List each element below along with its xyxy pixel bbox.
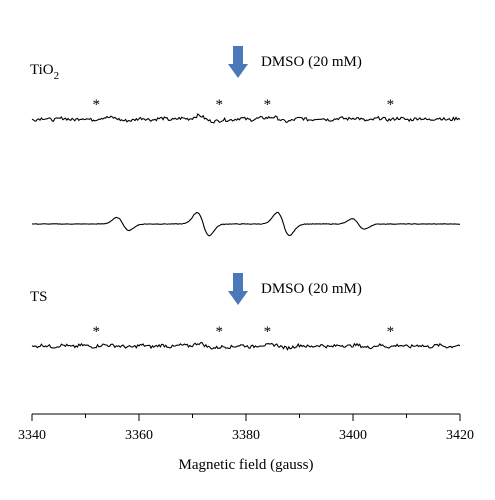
x-tick-label: 3360 xyxy=(125,428,153,443)
spectrum-trace-3 xyxy=(31,211,461,237)
treatment-label: DMSO (20 mM) xyxy=(261,54,362,70)
spectrum-trace-2 xyxy=(31,113,461,124)
peak-marker: * xyxy=(264,97,272,113)
peak-marker: * xyxy=(92,324,100,340)
arrow-shaft xyxy=(233,273,243,291)
down-arrow-icon xyxy=(228,291,248,305)
peak-marker: * xyxy=(216,324,224,340)
x-tick-label: 3400 xyxy=(339,428,367,443)
traces-group xyxy=(31,113,461,351)
treatment-label: DMSO (20 mM) xyxy=(261,281,362,297)
sample-label: TiO2 xyxy=(30,62,59,82)
x-axis-label: Magnetic field (gauss) xyxy=(179,457,314,473)
peak-marker: * xyxy=(387,324,395,340)
arrow-shaft xyxy=(233,46,243,64)
peak-marker: * xyxy=(216,97,224,113)
x-tick-label: 3420 xyxy=(446,428,474,443)
annotations-group: * * * * TiO2 DMSO (20 mM) * * * * TS DMSO (20 mM) xyxy=(30,46,394,340)
x-tick-label: 3340 xyxy=(18,428,46,443)
peak-marker: * xyxy=(264,324,272,340)
down-arrow-icon xyxy=(228,64,248,78)
x-tick-label: 3380 xyxy=(232,428,260,443)
x-axis: 3340 3360 3380 3400 3420 xyxy=(18,413,474,443)
peak-marker: * xyxy=(387,97,395,113)
sample-label: TS xyxy=(30,289,48,305)
peak-marker: * xyxy=(92,97,100,113)
spectrum-trace-4 xyxy=(31,341,461,351)
